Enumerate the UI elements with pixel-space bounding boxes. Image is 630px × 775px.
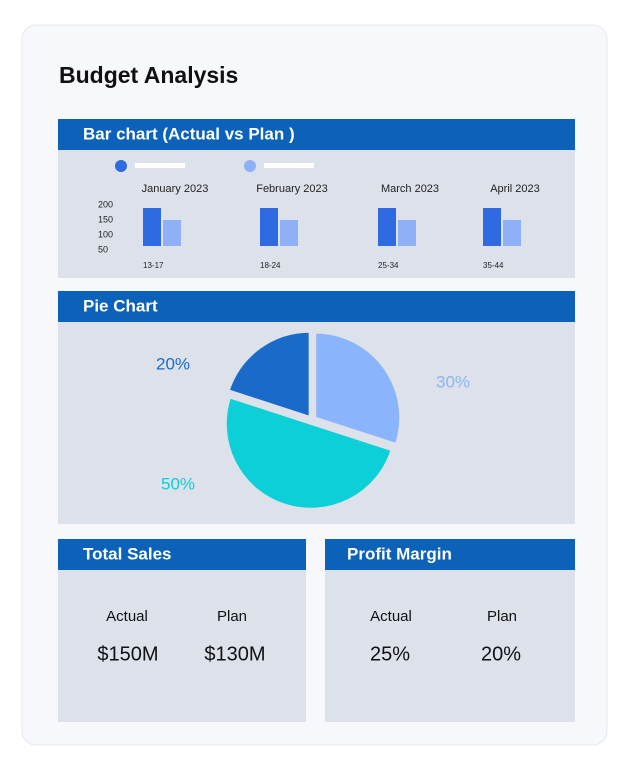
- y-tick-label: 150: [98, 214, 113, 224]
- panel-body: [58, 570, 306, 722]
- legend-marker: [115, 160, 127, 172]
- pie-slice: [227, 330, 311, 419]
- y-tick-label: 100: [98, 229, 113, 239]
- bar: [260, 208, 278, 246]
- card-label: Plan: [487, 608, 517, 625]
- card-label: Actual: [106, 608, 148, 625]
- card-value: 20%: [481, 643, 521, 665]
- legend-swatch: [264, 163, 314, 168]
- panel-title: Pie Chart: [83, 296, 158, 315]
- bar: [163, 220, 181, 246]
- legend-swatch: [135, 163, 185, 168]
- panel-title: Total Sales: [83, 544, 172, 563]
- bar: [143, 208, 161, 246]
- panel-body: [325, 570, 575, 722]
- range-label: 25-34: [378, 261, 399, 270]
- card-value: $130M: [204, 643, 265, 665]
- panel-title: Profit Margin: [347, 544, 452, 563]
- page-title: Budget Analysis: [59, 62, 238, 88]
- legend-marker: [244, 160, 256, 172]
- x-tick-label: January 2023: [142, 183, 209, 195]
- panel-header: [325, 539, 575, 570]
- card-value: $150M: [97, 643, 158, 665]
- bar: [378, 208, 396, 246]
- panel-title: Bar chart (Actual vs Plan ): [83, 124, 295, 143]
- x-tick-label: March 2023: [381, 183, 439, 195]
- slice-label: 50%: [161, 474, 195, 493]
- panel-header: [58, 119, 575, 150]
- bar: [398, 220, 416, 246]
- card-label: Actual: [370, 608, 412, 625]
- y-tick-label: 50: [98, 244, 108, 254]
- card-value: 25%: [370, 643, 410, 665]
- pie-slice: [224, 396, 393, 510]
- range-label: 35-44: [483, 261, 504, 270]
- bar: [503, 220, 521, 246]
- x-tick-label: February 2023: [256, 183, 328, 195]
- pie-slice: [314, 331, 402, 446]
- panel-header: [58, 291, 575, 322]
- bar: [483, 208, 501, 246]
- panel-header: [58, 539, 306, 570]
- card-label: Plan: [217, 608, 247, 625]
- x-tick-label: April 2023: [490, 183, 540, 195]
- slice-label: 30%: [436, 372, 470, 391]
- slice-label: 20%: [156, 354, 190, 373]
- bar: [280, 220, 298, 246]
- range-label: 18-24: [260, 261, 281, 270]
- y-tick-label: 200: [98, 199, 113, 209]
- range-label: 13-17: [143, 261, 164, 270]
